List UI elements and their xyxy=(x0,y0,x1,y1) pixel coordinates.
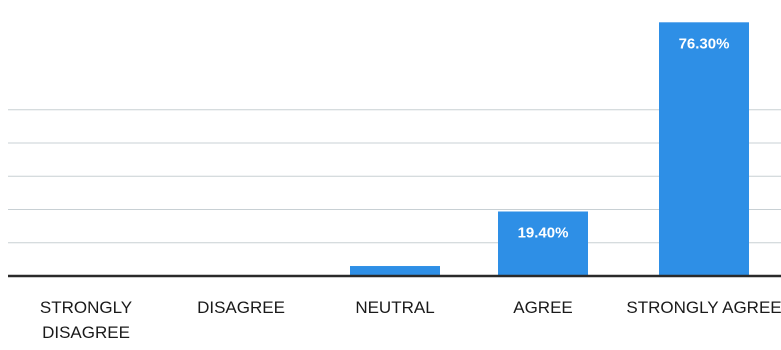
data-labels: 19.40% 76.30% xyxy=(518,35,730,241)
x-tick-label: AGREE xyxy=(513,298,573,317)
bars xyxy=(350,22,749,276)
gridlines xyxy=(8,109,781,244)
bar xyxy=(659,22,749,276)
bar xyxy=(350,266,440,276)
data-label: 19.40% xyxy=(518,224,569,241)
x-tick-label: DISAGREE xyxy=(197,298,285,317)
x-tick-labels: STRONGLY DISAGREE DISAGREE NEUTRAL AGREE STRO… xyxy=(40,298,781,342)
x-tick-label: STRONGLY AGREE xyxy=(626,298,781,317)
x-tick-label: NEUTRAL xyxy=(355,298,434,317)
x-tick-label: STRONGLY DISAGREE xyxy=(40,298,132,342)
bar xyxy=(498,211,588,276)
data-label: 76.30% xyxy=(679,35,730,52)
